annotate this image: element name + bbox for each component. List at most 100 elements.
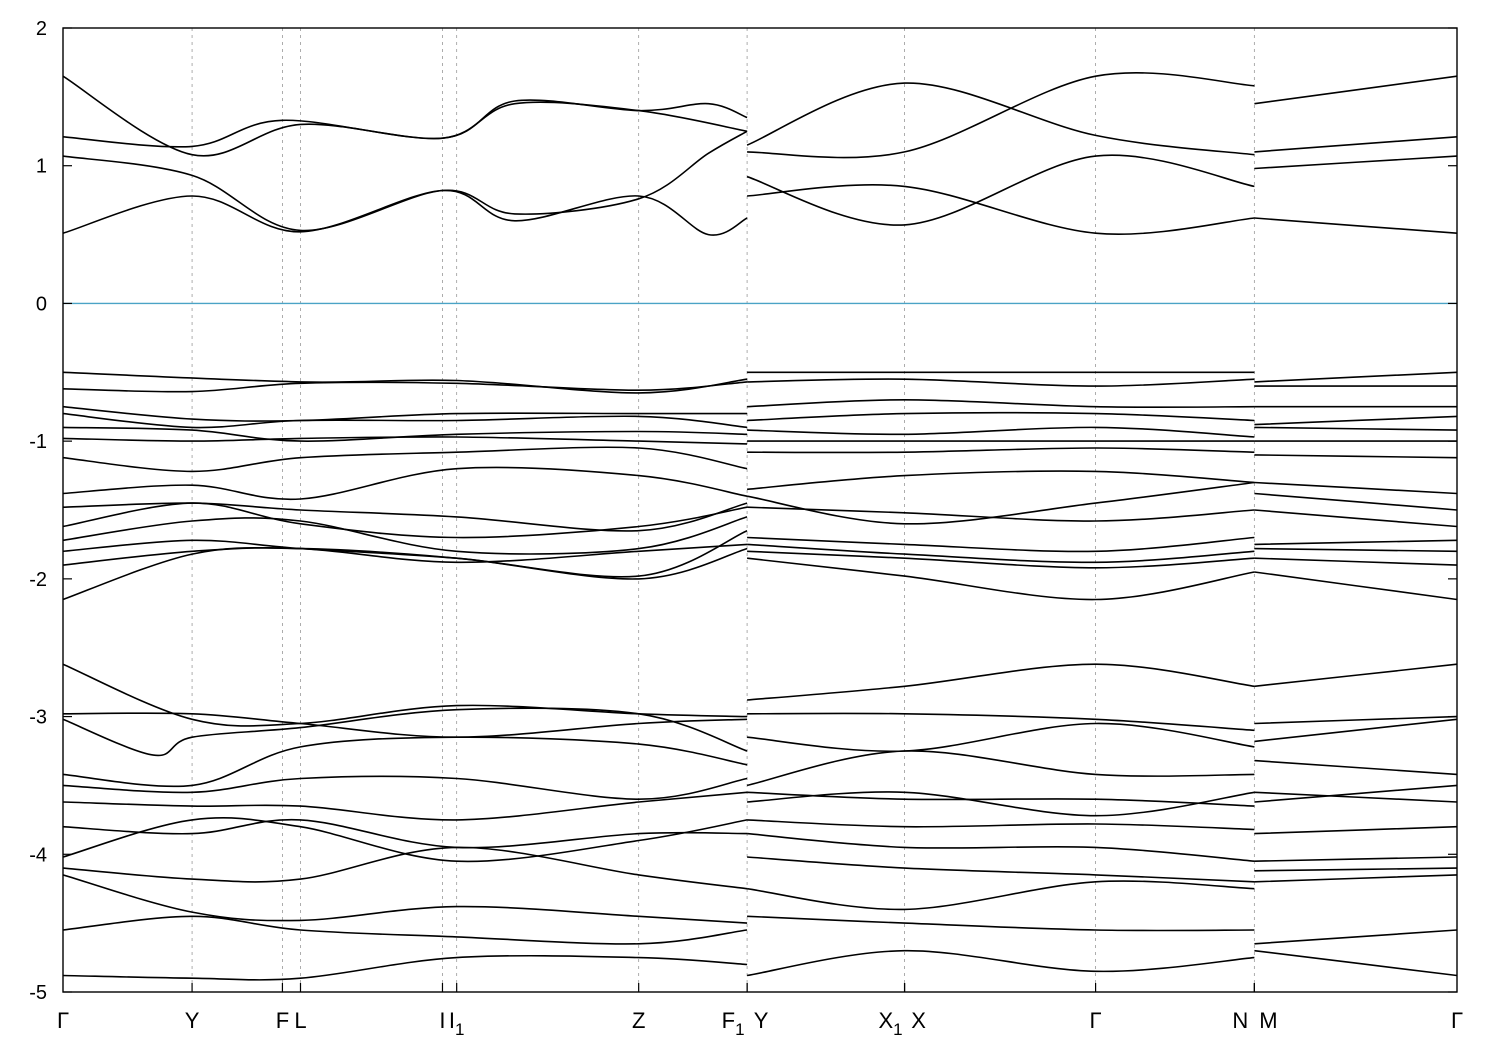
band-line bbox=[747, 712, 1255, 732]
band-line bbox=[1254, 481, 1457, 495]
band-line bbox=[747, 536, 1255, 553]
band-line bbox=[746, 82, 1255, 156]
x-tick-label: X1 bbox=[878, 1008, 902, 1039]
band-line bbox=[747, 506, 1255, 522]
band-line bbox=[1254, 715, 1457, 725]
band-line bbox=[747, 832, 1255, 862]
band-line bbox=[1254, 825, 1457, 835]
band-line bbox=[747, 663, 1255, 701]
x-tick-label: F1 bbox=[722, 1008, 745, 1039]
band-line bbox=[63, 381, 748, 393]
band-line bbox=[63, 791, 748, 821]
band-line bbox=[1254, 136, 1457, 153]
band-line bbox=[1254, 547, 1457, 553]
band-line bbox=[63, 436, 748, 445]
band-line bbox=[63, 426, 748, 442]
y-axis-ticks: -5 -4 -3 -2 -1 0 1 2 bbox=[29, 18, 1457, 1004]
band-line bbox=[1254, 718, 1457, 743]
band-line bbox=[63, 446, 748, 473]
band-line bbox=[1254, 759, 1457, 776]
x-tick-label: Γ bbox=[1090, 1008, 1102, 1033]
band-line bbox=[63, 736, 748, 788]
band-line bbox=[1254, 929, 1457, 945]
y-tick-label: 1 bbox=[36, 156, 47, 178]
band-line bbox=[63, 189, 748, 236]
band-line bbox=[1254, 557, 1457, 566]
band-line bbox=[747, 447, 1255, 454]
band-line bbox=[63, 543, 748, 566]
band-line bbox=[747, 71, 1255, 159]
band-line bbox=[1254, 155, 1457, 170]
band-line bbox=[63, 371, 748, 394]
y-tick-label: 2 bbox=[36, 18, 47, 40]
x-axis-ticks: Γ Y F L I I1 Z F1 Y X1 X Γ N M Γ bbox=[57, 983, 1463, 1039]
band-line bbox=[747, 791, 1255, 817]
band-line bbox=[1254, 426, 1457, 431]
x-tick-label: I1 bbox=[449, 1008, 465, 1039]
y-tick-label: -3 bbox=[29, 707, 47, 729]
band-line bbox=[1254, 415, 1457, 426]
x-tick-label: X bbox=[911, 1008, 926, 1033]
band-line bbox=[63, 915, 748, 945]
band-line bbox=[63, 502, 748, 539]
band-line bbox=[63, 516, 748, 555]
band-line bbox=[747, 819, 1255, 831]
x-tick-label: Γ bbox=[57, 1008, 69, 1033]
band-line bbox=[1254, 663, 1457, 688]
band-line bbox=[1254, 949, 1457, 977]
chart-bands bbox=[63, 71, 1457, 981]
band-line bbox=[63, 775, 748, 801]
x-tick-label: Y bbox=[185, 1008, 200, 1033]
band-line bbox=[1254, 784, 1457, 803]
band-line bbox=[747, 184, 1255, 235]
band-line bbox=[747, 470, 1255, 491]
band-line bbox=[747, 915, 1255, 932]
band-line bbox=[746, 154, 1255, 226]
band-line bbox=[747, 378, 1255, 387]
band-line bbox=[747, 426, 1255, 438]
x-tick-label: L bbox=[294, 1008, 306, 1033]
band-line bbox=[1254, 874, 1457, 883]
band-line bbox=[1254, 217, 1457, 234]
band-line bbox=[747, 398, 1255, 409]
band-line bbox=[1254, 371, 1457, 383]
y-tick-label: -4 bbox=[29, 844, 47, 866]
x-tick-label: Y bbox=[754, 1008, 769, 1033]
band-line bbox=[1254, 571, 1457, 601]
x-tick-label: Γ bbox=[1451, 1008, 1463, 1033]
x-tick-label: N bbox=[1232, 1008, 1248, 1033]
band-line bbox=[63, 817, 748, 863]
band-line bbox=[747, 557, 1255, 601]
band-line bbox=[63, 546, 748, 601]
y-tick-label: -5 bbox=[29, 982, 47, 1004]
band-line bbox=[63, 874, 748, 924]
band-line bbox=[747, 722, 1255, 753]
band-line bbox=[747, 550, 1255, 569]
band-line bbox=[746, 481, 1255, 525]
band-line bbox=[1254, 492, 1457, 511]
band-line bbox=[747, 856, 1255, 883]
band-line bbox=[1254, 509, 1457, 528]
band-line bbox=[63, 99, 748, 148]
y-tick-label: 0 bbox=[36, 293, 47, 315]
band-line bbox=[63, 75, 748, 157]
band-line bbox=[746, 949, 1255, 977]
band-line bbox=[63, 502, 748, 532]
band-line bbox=[1254, 856, 1457, 862]
band-line bbox=[63, 846, 748, 890]
band-line bbox=[1254, 539, 1457, 546]
x-tick-label: Z bbox=[632, 1008, 645, 1033]
band-line bbox=[63, 663, 748, 727]
band-line bbox=[63, 412, 748, 429]
band-line bbox=[747, 543, 1255, 564]
band-line bbox=[1254, 867, 1457, 872]
band-line bbox=[746, 750, 1255, 787]
x-tick-label: F bbox=[276, 1008, 289, 1033]
band-line bbox=[63, 954, 748, 981]
y-tick-label: -2 bbox=[29, 569, 47, 591]
band-line bbox=[63, 818, 748, 849]
band-line bbox=[63, 466, 748, 501]
x-tick-label: M bbox=[1259, 1008, 1277, 1033]
band-line bbox=[63, 712, 748, 739]
